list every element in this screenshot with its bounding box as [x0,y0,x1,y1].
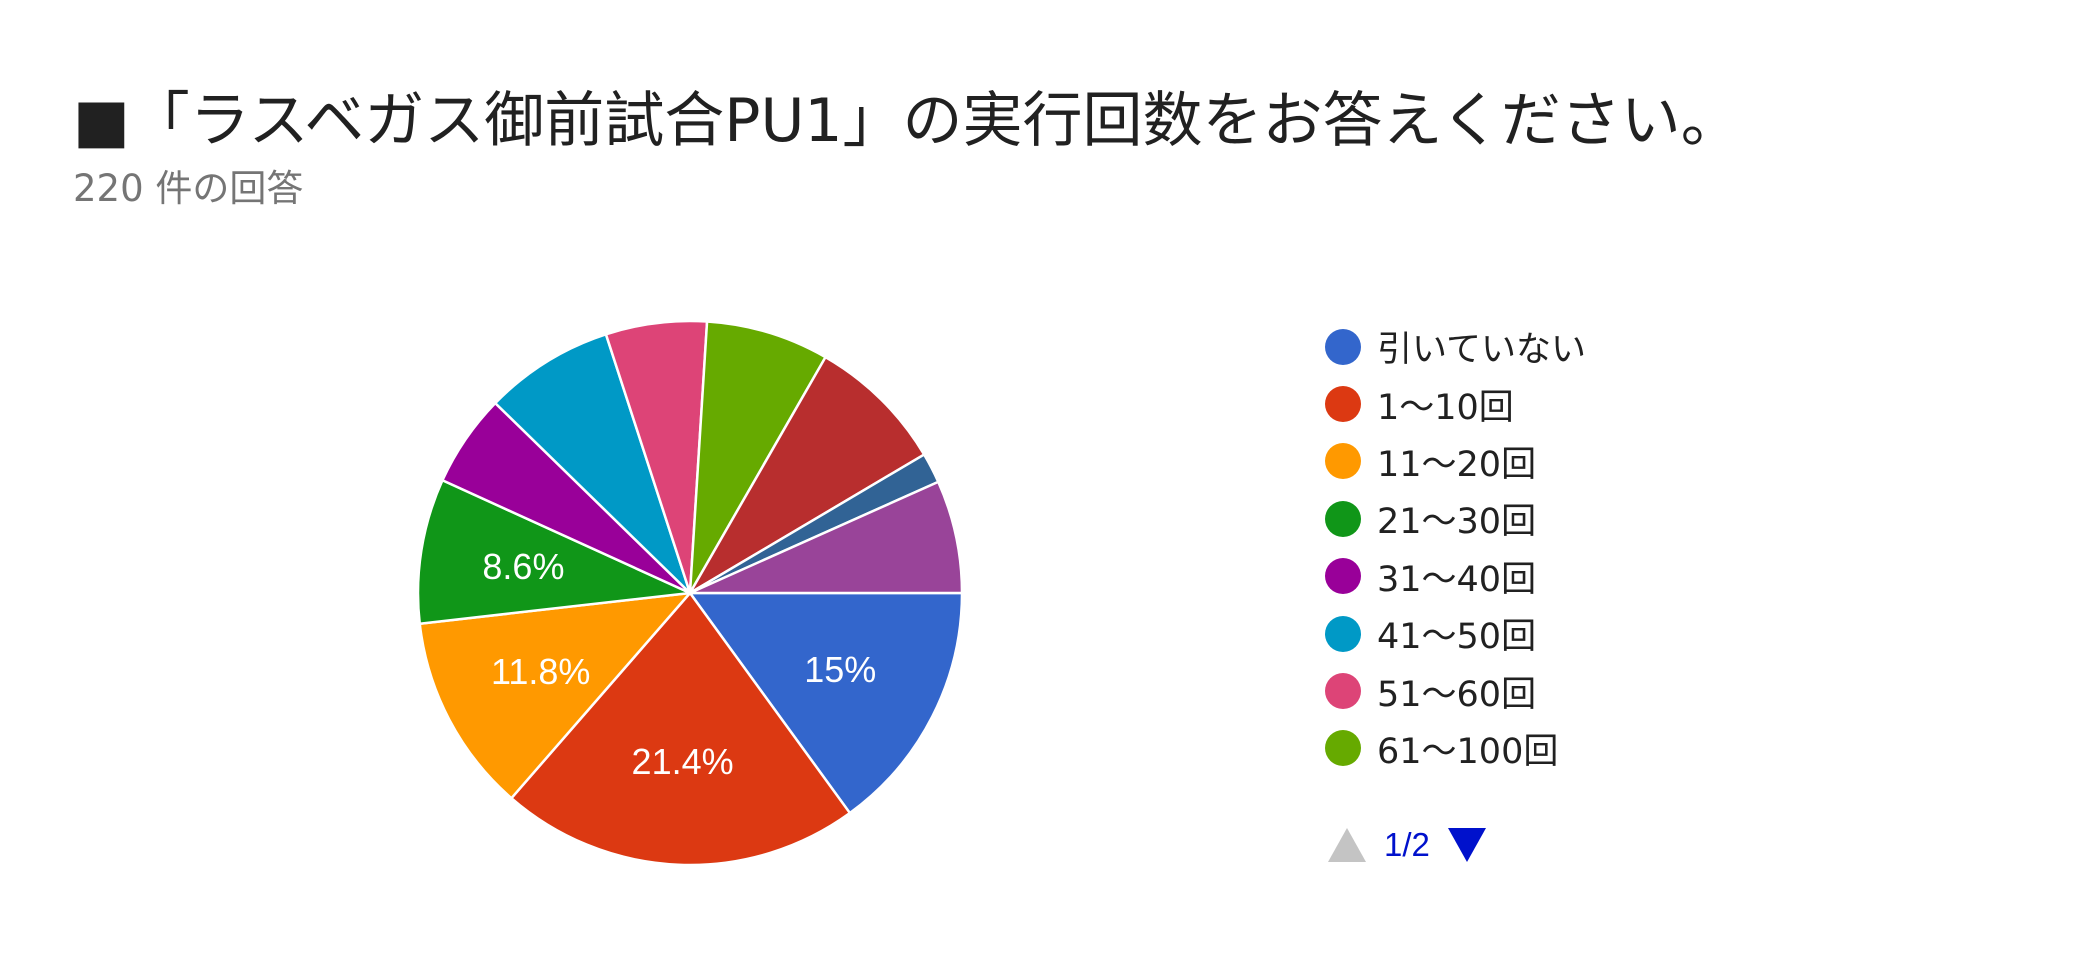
legend-item-2[interactable]: 11〜20回 [1325,433,1586,490]
question-title: ■「ラスベガス御前試合PU1」の実行回数をお答えください。 [73,86,1741,156]
legend-item-0[interactable]: 引いていない [1325,318,1586,375]
pie-slices [416,319,964,867]
pie-slice-label-2: 11.8% [491,651,590,692]
pie-slice-1[interactable] [509,590,852,867]
response-count: 220 件の回答 [73,167,304,210]
legend-label: 61〜100回 [1377,731,1559,772]
legend-swatch [1325,673,1361,710]
legend-label: 31〜40回 [1377,559,1537,600]
pie-slice-3[interactable] [416,478,695,626]
legend-swatch [1325,615,1361,652]
legend-item-7[interactable]: 61〜100回 [1325,720,1586,777]
pie-slice-0[interactable] [687,591,964,815]
legend-label: 11〜20回 [1377,444,1537,485]
legend-swatch [1325,443,1361,480]
legend-label: 1〜10回 [1377,387,1514,428]
pager-page-indicator: 1/2 [1384,826,1430,863]
pie-slice-7[interactable] [688,320,828,594]
pie-labels: 15% 21.4% 11.8% 8.6% [482,546,876,782]
legend-label: 引いていない [1377,330,1586,371]
chart-legend: 引いていない 1〜10回 11〜20回 21〜30回 31〜40回 41〜50回 51〜60… [1325,318,1586,777]
pie-slice-label-3: 8.6% [482,546,564,587]
legend-pager: 1/2 [1328,826,1486,864]
legend-item-4[interactable]: 31〜40回 [1325,548,1586,605]
triangle-down-icon[interactable] [1447,828,1486,862]
legend-swatch [1325,328,1361,365]
pie-slice-label-0: 15% [804,649,876,690]
legend-item-6[interactable]: 51〜60回 [1325,662,1586,719]
pie-slice-8[interactable] [686,355,926,597]
triangle-up-icon [1328,828,1366,862]
legend-label: 41〜50回 [1377,617,1537,658]
pie-slice-label-1: 21.4% [632,741,734,782]
legend-item-5[interactable]: 41〜50回 [1325,605,1586,662]
legend-swatch [1325,730,1361,767]
pie-slice-5[interactable] [493,332,692,594]
pie-slice-2[interactable] [418,591,694,800]
legend-label: 51〜60回 [1377,674,1537,715]
pie-slice-10[interactable] [689,480,964,595]
legend-swatch [1325,558,1361,595]
legend-item-1[interactable]: 1〜10回 [1325,375,1586,432]
legend-label: 21〜30回 [1377,502,1537,543]
legend-swatch [1325,386,1361,423]
legend-swatch [1325,500,1361,537]
legend-item-3[interactable]: 21〜30回 [1325,490,1586,547]
